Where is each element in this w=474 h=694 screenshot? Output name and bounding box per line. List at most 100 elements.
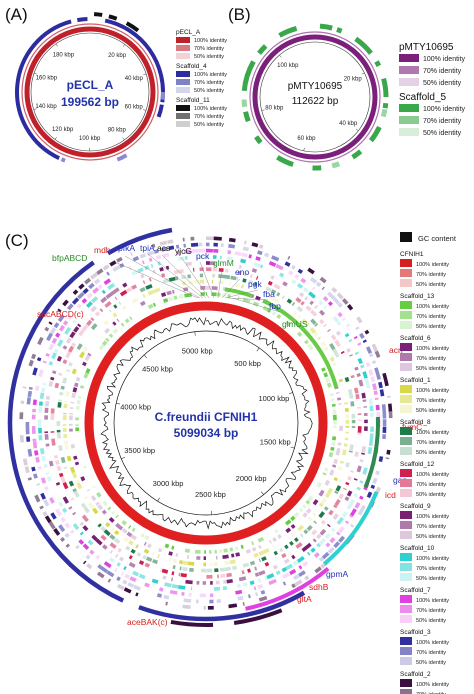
panel-c-label: (C): [5, 231, 29, 250]
hit-segment: [360, 364, 365, 369]
hit-segment: [346, 490, 353, 497]
hit-segment: [323, 346, 329, 352]
hit-segment: [116, 576, 121, 582]
hit-segment: [258, 595, 268, 602]
hit-segment: [27, 477, 32, 481]
hit-segment: [249, 274, 253, 279]
hit-segment: [46, 332, 54, 342]
tick-mark: [122, 44, 125, 47]
hit-segment: [109, 260, 117, 267]
hit-segment: [298, 565, 303, 570]
hit-segment: [68, 345, 75, 353]
legend-swatch: [400, 605, 412, 613]
hit-segment: [119, 289, 128, 297]
hit-segment: [109, 534, 116, 541]
legend-swatch: [400, 615, 412, 623]
hit-segment: [128, 525, 132, 529]
hit-segment: [58, 472, 64, 478]
hit-segment: [90, 272, 99, 280]
ring-scaffold-8-block: [363, 416, 380, 489]
hit-segment: [109, 550, 114, 554]
hit-segment: [111, 527, 115, 532]
hit-segment: [349, 444, 354, 451]
legend-item: 100% identity: [416, 472, 449, 478]
gene-label-fba: fba: [263, 289, 275, 299]
hit-segment: [174, 276, 179, 281]
tick-mark: [290, 446, 295, 449]
hit-segment: [42, 511, 48, 517]
hit-segment: [375, 470, 380, 476]
hit-segment: [307, 551, 311, 556]
hit-segment: [70, 497, 75, 501]
hit-segment: [44, 486, 49, 491]
legend-title: CFNIH1: [400, 251, 424, 258]
hit-segment: [357, 342, 362, 346]
hit-segment: [323, 305, 328, 310]
hit-segment: [237, 595, 244, 601]
hit-segment: [118, 301, 122, 306]
panel-b-ring-map: [241, 23, 389, 171]
hit-segment: [92, 507, 99, 515]
hit-segment: [224, 274, 231, 280]
hit-segment: [80, 502, 87, 509]
hit-segment: [284, 563, 294, 571]
legend-item: 100% identity: [416, 598, 449, 604]
tick-mark: [143, 73, 147, 76]
hit-segment: [116, 523, 124, 531]
legend-swatch: [400, 521, 412, 529]
hit-segment: [95, 538, 103, 546]
ring-scaffold-5: [351, 149, 363, 160]
hit-segment: [69, 466, 76, 473]
ring-scaffold-5: [336, 27, 343, 34]
hit-segment: [325, 377, 331, 383]
hit-segment: [313, 331, 319, 337]
hit-segment: [96, 491, 102, 498]
hit-segment: [281, 295, 285, 300]
hit-segment: [291, 554, 296, 560]
hit-segment: [323, 323, 327, 328]
hit-segment: [372, 477, 378, 484]
hit-segment: [274, 528, 279, 534]
hit-segment: [58, 501, 64, 508]
hit-segment: [242, 562, 250, 568]
hit-segment: [302, 287, 309, 293]
hit-segment: [269, 539, 272, 544]
hit-segment: [313, 520, 318, 525]
hit-segment: [368, 398, 373, 405]
hit-segment: [79, 521, 85, 527]
hit-segment: [50, 512, 57, 520]
tick-label: 3000 kbp: [153, 479, 184, 488]
legend-item: 70% identity: [416, 314, 446, 320]
hit-segment: [332, 513, 339, 521]
hit-segment: [378, 381, 383, 389]
hit-segment: [226, 572, 232, 578]
hit-segment: [289, 568, 297, 576]
hit-segment: [328, 452, 334, 458]
tick-label: 60 kbp: [125, 104, 144, 110]
ring-scaffold-13-block: [262, 298, 339, 389]
hit-segment: [320, 519, 326, 525]
hit-segment: [267, 280, 273, 286]
hit-segment: [337, 526, 345, 535]
hit-segment: [24, 466, 30, 474]
hit-segment: [312, 538, 317, 543]
legend-swatch: [399, 54, 419, 62]
hit-segment: [96, 571, 105, 579]
hit-segment: [65, 369, 70, 373]
hit-segment: [242, 246, 250, 252]
hit-segment: [335, 447, 341, 455]
backbone-circle: [259, 41, 371, 153]
hit-segment: [366, 384, 371, 389]
hit-segment: [152, 302, 156, 307]
ring-scaffold-5: [257, 44, 268, 55]
hit-segment: [86, 563, 93, 570]
hit-segment: [110, 287, 119, 296]
gene-label-sucabcdc: sucABCD(c): [37, 309, 84, 319]
hit-segment: [85, 368, 91, 374]
hit-segment: [117, 548, 122, 553]
hit-segment: [353, 492, 359, 498]
legend-item: 70% identity: [416, 482, 446, 488]
hit-segment: [97, 523, 102, 528]
legend-item: 50% identity: [416, 492, 446, 498]
hit-segment: [337, 466, 343, 471]
